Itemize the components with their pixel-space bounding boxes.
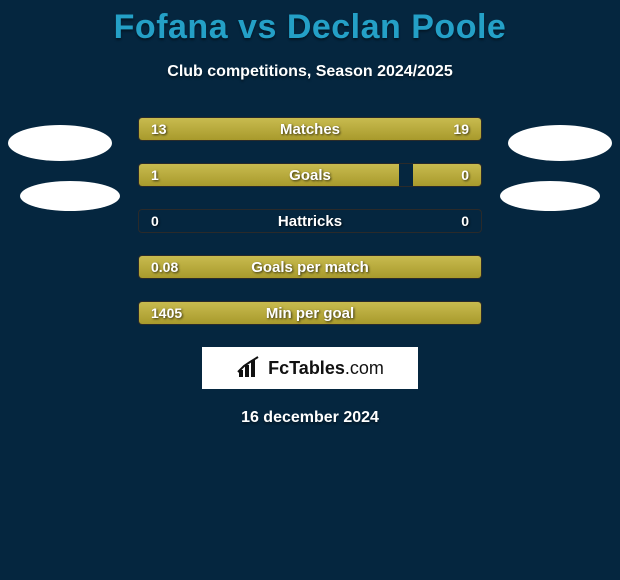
bars-container: 1319Matches 10Goals 00Hattricks 0.08Goals p… — [138, 117, 482, 325]
logo-text-light: .com — [345, 358, 384, 378]
stat-bar: 10Goals — [138, 163, 482, 187]
date-line: 16 december 2024 — [0, 409, 620, 427]
stat-bar: 00Hattricks — [138, 209, 482, 233]
bar-label: Goals — [139, 164, 481, 186]
bar-label: Goals per match — [139, 256, 481, 278]
subtitle: Club competitions, Season 2024/2025 — [0, 63, 620, 81]
logo-text: FcTables.com — [268, 358, 384, 379]
stat-bar: 1319Matches — [138, 117, 482, 141]
logo-chart-icon — [236, 356, 264, 380]
bar-label: Hattricks — [139, 210, 481, 232]
bar-label: Matches — [139, 118, 481, 140]
bar-label: Min per goal — [139, 302, 481, 324]
logo-text-strong: FcTables — [268, 358, 345, 378]
stat-bar: 1405Min per goal — [138, 301, 482, 325]
player-chest-right — [500, 181, 600, 211]
page-title: Fofana vs Declan Poole — [0, 0, 620, 47]
comparison-chart: 1319Matches 10Goals 00Hattricks 0.08Goals p… — [0, 117, 620, 427]
site-logo: FcTables.com — [202, 347, 418, 389]
player-avatar-left — [8, 125, 112, 161]
player-chest-left — [20, 181, 120, 211]
stat-bar: 0.08Goals per match — [138, 255, 482, 279]
player-avatar-right — [508, 125, 612, 161]
